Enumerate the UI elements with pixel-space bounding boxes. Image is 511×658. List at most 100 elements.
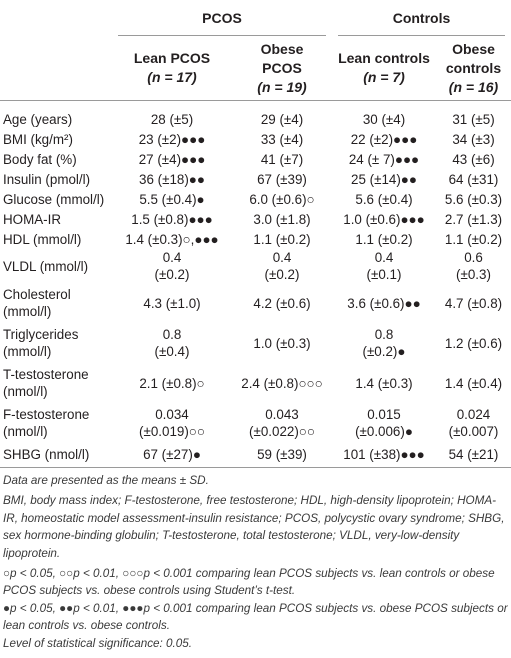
table-cell: 6.0 (±0.6)○ (249, 191, 315, 207)
table-cell: 5.6 (±0.4) (355, 191, 413, 207)
table-cell: 0.6 (±0.3) (456, 250, 491, 282)
table-row: Cholesterol (mmol/l) 4.3 (±1.0) 4.2 (±0.6) 3… (0, 283, 511, 323)
table-cell: 27 (±4)●●● (138, 151, 206, 167)
table-cell: 22 (±2)●●● (350, 131, 418, 147)
footnote: ●p < 0.05, ●●p < 0.01, ●●●p < 0.001 comp… (3, 601, 508, 633)
table-row: Body fat (%) 27 (±4)●●● 41 (±7) 24 (± 7)●●●… (0, 149, 511, 169)
table-footnotes: Data are presented as the means ± SD. BM… (3, 472, 508, 652)
table-cell: 1.5 (±0.8)●●● (131, 211, 213, 227)
column-header-obese-controls: Obese controls (n = 16) (436, 36, 511, 101)
row-label: HOMA-IR (3, 211, 62, 227)
empty-header-cell (0, 36, 112, 101)
table-cell: 67 (±39) (257, 171, 307, 187)
row-label: Cholesterol (mmol/l) (3, 287, 71, 319)
table-cell: 43 (±6) (452, 151, 495, 167)
table-cell: 1.1 (±0.2) (253, 231, 311, 247)
table-cell: 1.1 (±0.2) (444, 231, 503, 247)
table-row: SHBG (nmol/l) 67 (±27)● 59 (±39) 101 (±38)●… (0, 443, 511, 468)
group-header-controls: Controls (332, 0, 511, 36)
table-row: F-testosterone (nmol/l) 0.034 (±0.019)○○ 0.0… (0, 403, 511, 443)
table-cell: 30 (±4) (362, 111, 406, 127)
table-cell: 1.0 (±0.3) (253, 335, 311, 351)
table-cell: 54 (±21) (448, 446, 499, 462)
table-cell: 25 (±14)●● (351, 171, 417, 187)
footnote: Data are presented as the means ± SD. (3, 474, 209, 487)
table-cell: 41 (±7) (260, 151, 304, 167)
table-cell: 0.8 (±0.4) (154, 327, 190, 359)
column-header-n: (n = 16) (448, 78, 499, 95)
table-cell: 1.4 (±0.3) (355, 375, 413, 391)
table-cell: 2.1 (±0.8)○ (139, 375, 205, 391)
table-cell: 4.7 (±0.8) (444, 295, 503, 311)
table-row: HOMA-IR 1.5 (±0.8)●●● 3.0 (±1.8) 1.0 (±0.6)… (0, 209, 511, 229)
table-cell: 2.4 (±0.8)○○○ (241, 375, 323, 391)
empty-header-cell (0, 0, 112, 36)
row-label: BMI (kg/m²) (3, 131, 73, 147)
table-row: VLDL (mmol/l) 0.4 (±0.2) 0.4 (±0.2) 0.4 (±0.1)… (0, 249, 511, 283)
table-cell: 1.4 (±0.3)○,●●● (125, 231, 219, 247)
table-cell: 28 (±5) (150, 111, 194, 127)
row-label: T-testosterone (nmol/l) (3, 367, 89, 399)
column-header-n: (n = 19) (257, 78, 307, 95)
table-cell: 1.0 (±0.6)●●● (343, 211, 425, 227)
column-header-n: (n = 17) (147, 69, 197, 85)
table-cell: 29 (±4) (260, 111, 304, 127)
table-cell: 4.3 (±1.0) (143, 295, 201, 311)
table-cell: 2.7 (±1.3) (444, 211, 503, 227)
column-header-label: Lean controls (338, 50, 430, 66)
table-cell: 0.034 (±0.019)○○ (139, 407, 205, 439)
column-header-label: Obese (260, 40, 304, 57)
column-header-label: PCOS (262, 59, 302, 76)
table-row: Glucose (mmol/l) 5.5 (±0.4)● 6.0 (±0.6)○ 5.… (0, 189, 511, 209)
column-header-obese-pcos: Obese PCOS (n = 19) (232, 36, 332, 101)
column-header-lean-pcos: Lean PCOS (n = 17) (112, 36, 232, 101)
row-label: F-testosterone (nmol/l) (3, 407, 90, 439)
table-cell: 5.6 (±0.3) (444, 191, 503, 207)
footnote: BMI, body mass index; F-testosterone, fr… (3, 494, 505, 560)
table-cell: 101 (±38)●●● (343, 446, 425, 462)
table-row: T-testosterone (nmol/l) 2.1 (±0.8)○ 2.4 (±0… (0, 363, 511, 403)
table-body: Age (years) 28 (±5) 29 (±4) 30 (±4) 31 (±5) B… (0, 101, 511, 468)
table-row: Age (years) 28 (±5) 29 (±4) 30 (±4) 31 (±5) (0, 101, 511, 130)
column-header-row: Lean PCOS (n = 17) Obese PCOS (n = 19) L… (0, 36, 511, 101)
table-cell: 0.015 (±0.006)● (355, 407, 413, 439)
group-header-pcos: PCOS (112, 0, 332, 36)
table-row: Insulin (pmol/l) 36 (±18)●● 67 (±39) 25 (±1… (0, 169, 511, 189)
table-cell: 5.5 (±0.4)● (139, 191, 205, 207)
table-cell: 24 (± 7)●●● (348, 151, 420, 167)
row-label: Triglycerides (mmol/l) (3, 327, 79, 359)
table-cell: 31 (±5) (452, 111, 495, 127)
column-header-n: (n = 7) (363, 69, 405, 85)
row-label: Insulin (pmol/l) (3, 171, 91, 187)
table-cell: 0.4 (±0.2) (154, 250, 190, 282)
table-cell: 0.043 (±0.022)○○ (249, 407, 315, 439)
table-cell: 1.2 (±0.6) (444, 335, 503, 351)
table-cell: 23 (±2)●●● (138, 131, 206, 147)
table-cell: 1.4 (±0.4) (444, 375, 503, 391)
table-cell: 1.1 (±0.2) (355, 231, 413, 247)
results-table: PCOS Controls Lean PCOS (n = 17) Obese P… (0, 0, 511, 468)
table-cell: 4.2 (±0.6) (253, 295, 311, 311)
table-cell: 36 (±18)●● (139, 171, 205, 187)
table-cell: 3.6 (±0.6)●● (347, 295, 421, 311)
table-cell: 64 (±31) (448, 171, 499, 187)
group-header-row: PCOS Controls (0, 0, 511, 36)
table-cell: 33 (±4) (260, 131, 304, 147)
table-cell: 67 (±27)● (143, 446, 201, 462)
row-label: SHBG (nmol/l) (3, 446, 90, 462)
table-cell: 0.024 (±0.007) (448, 407, 499, 439)
column-header-lean-controls: Lean controls (n = 7) (332, 36, 436, 101)
table-cell: 0.8 (±0.2)● (362, 327, 406, 359)
footnote: Level of statistical significance: 0.05. (3, 636, 193, 650)
table-cell: 3.0 (±1.8) (253, 211, 311, 227)
row-label: HDL (mmol/l) (3, 231, 82, 247)
table-cell: 59 (±39) (257, 446, 307, 462)
table-cell: 0.4 (±0.1) (366, 250, 402, 282)
row-label: VLDL (mmol/l) (3, 258, 89, 274)
row-label: Body fat (%) (3, 151, 77, 167)
column-header-label: controls (445, 59, 502, 76)
column-header-label: Lean PCOS (133, 50, 211, 66)
table-cell: 34 (±3) (452, 131, 495, 147)
column-header-label: Obese (452, 40, 495, 57)
